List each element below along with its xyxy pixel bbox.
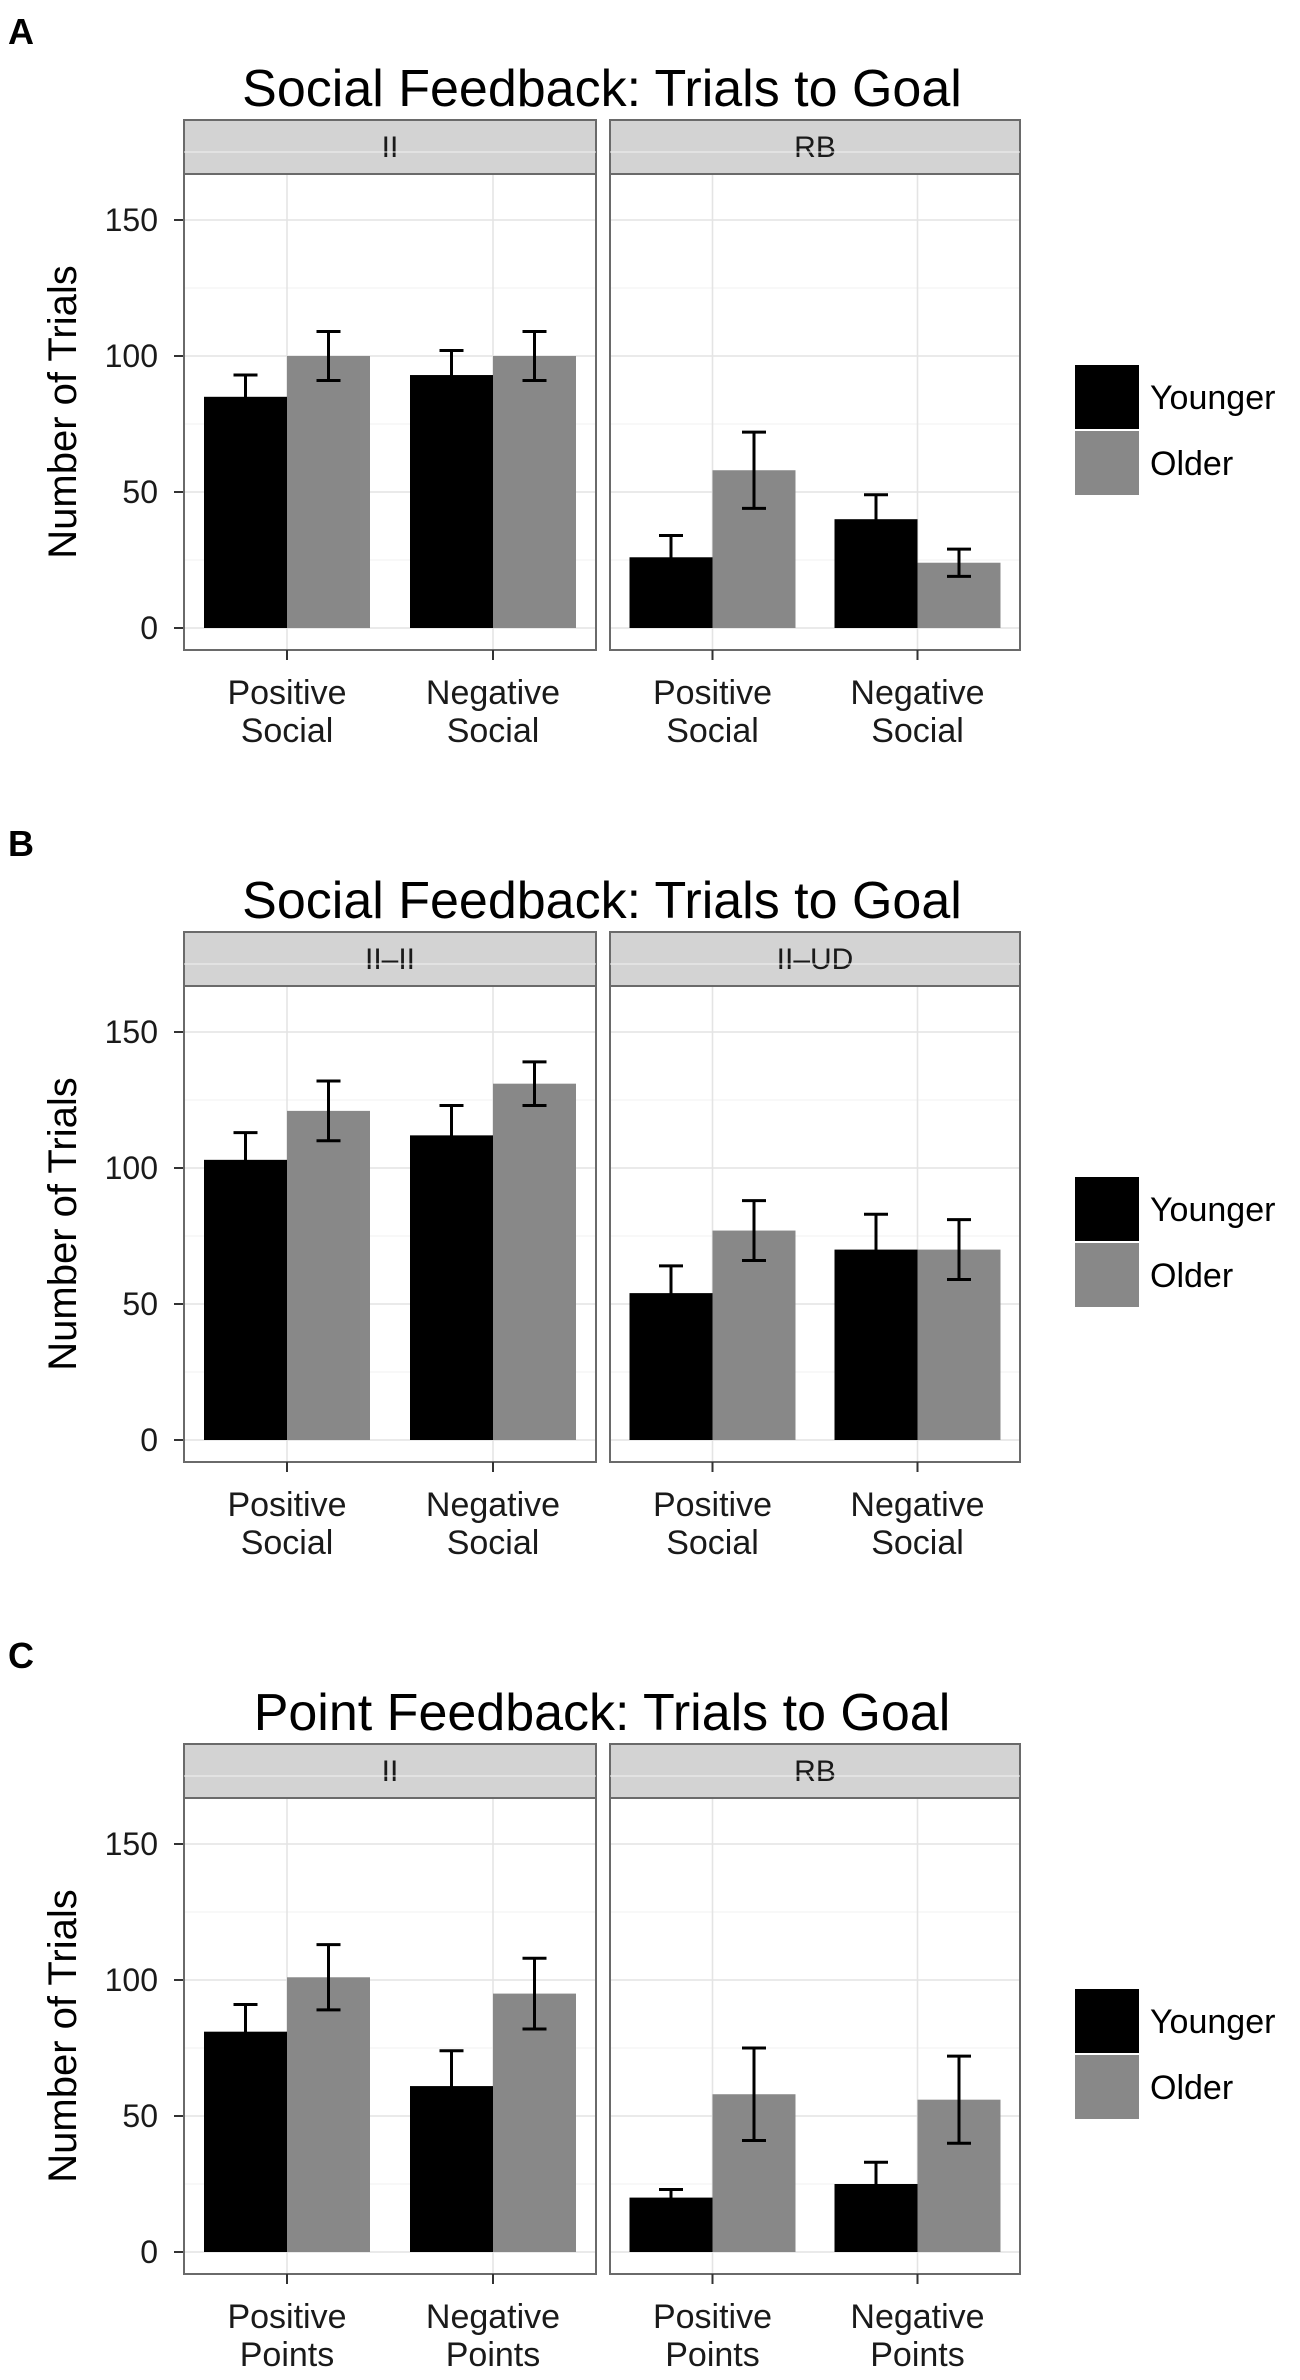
legend-swatch-younger <box>1073 1987 1141 2055</box>
y-tick-label: 50 <box>122 2098 158 2134</box>
x-tick-label: Negative <box>850 1486 984 1524</box>
plot-border <box>609 985 1021 1463</box>
facet-strip-label: II–II <box>365 943 415 976</box>
legend-label-younger: Younger <box>1150 379 1275 417</box>
x-tick-label: Points <box>870 2336 965 2374</box>
bar-older-positive <box>287 1977 370 2252</box>
legend-label-younger: Younger <box>1150 1191 1275 1229</box>
chart-title: Social Feedback: Trials to Goal <box>242 872 962 930</box>
y-tick-label: 100 <box>105 1150 158 1186</box>
panel-letter: B <box>8 823 34 864</box>
legend-swatch-older <box>1073 429 1141 497</box>
x-tick-label: Negative <box>850 674 984 712</box>
x-tick-label: Points <box>240 2336 335 2374</box>
x-tick-label: Points <box>446 2336 541 2374</box>
y-axis-title: Number of Trials <box>41 1889 85 2182</box>
legend-label-older: Older <box>1150 445 1233 483</box>
x-tick-label: Social <box>447 1524 540 1562</box>
x-tick-label: Positive <box>227 2298 346 2336</box>
bar-older-negative <box>917 1249 1001 1440</box>
y-axis-title: Number of Trials <box>41 1077 85 1370</box>
y-tick-label: 0 <box>140 1422 158 1458</box>
x-tick-label: Social <box>241 1524 334 1562</box>
facet-strip <box>183 119 597 175</box>
facet-strip-label: II <box>382 1755 399 1788</box>
y-tick-label: 150 <box>105 202 158 238</box>
legend-label-younger: Younger <box>1150 2003 1275 2041</box>
y-tick-label: 150 <box>105 1014 158 1050</box>
legend-swatch-older <box>1073 1241 1141 1309</box>
facet-strip-label: RB <box>794 1755 836 1788</box>
x-tick-label: Negative <box>850 2298 984 2336</box>
x-tick-label: Social <box>666 1524 759 1562</box>
legend-label-older: Older <box>1150 2069 1233 2107</box>
x-tick-label: Positive <box>227 1486 346 1524</box>
chart-panel-c: C Point Feedback: Trials to Goal Number of… <box>8 1635 1275 2374</box>
bar-younger-negative <box>410 1135 493 1440</box>
plot-border <box>183 985 597 1463</box>
bar-younger-positive <box>204 2031 287 2252</box>
y-tick-label: 100 <box>105 1962 158 1998</box>
facet-strip <box>609 1743 1021 1799</box>
legend: Younger Older <box>1073 1175 1275 1309</box>
y-tick-label: 50 <box>122 474 158 510</box>
x-tick-label: Negative <box>426 2298 560 2336</box>
panel-letter: A <box>8 11 34 52</box>
legend-swatch-older <box>1073 2053 1141 2121</box>
panel-letter: C <box>8 1635 34 1676</box>
legend-label-older: Older <box>1150 1257 1233 1295</box>
bar-older-negative <box>493 1993 576 2252</box>
y-tick-label: 0 <box>140 610 158 646</box>
bar-younger-positive <box>204 396 287 628</box>
chart-panel-b: B Social Feedback: Trials to Goal Number o… <box>8 823 1275 1562</box>
plot-border <box>609 1797 1021 2275</box>
x-tick-label: Social <box>666 712 759 750</box>
bar-older-positive <box>712 1230 796 1440</box>
legend-swatch-younger <box>1073 363 1141 431</box>
plot-border <box>183 1797 597 2275</box>
x-tick-label: Points <box>665 2336 760 2374</box>
facet-strip <box>609 931 1021 987</box>
y-tick-label: 150 <box>105 1826 158 1862</box>
chart-panel-a: A Social Feedback: Trials to Goal Number o… <box>8 11 1275 750</box>
x-tick-label: Positive <box>653 1486 772 1524</box>
x-tick-label: Negative <box>426 674 560 712</box>
facet-strip-label: RB <box>794 131 836 164</box>
bar-older-negative <box>493 1083 576 1440</box>
chart-title: Point Feedback: Trials to Goal <box>254 1684 951 1742</box>
bar-younger-negative <box>410 375 493 628</box>
y-tick-label: 100 <box>105 338 158 374</box>
plot-border <box>183 173 597 651</box>
facet-strip-label: II–UD <box>777 943 854 976</box>
x-tick-label: Social <box>447 712 540 750</box>
bar-younger-positive <box>204 1159 287 1440</box>
legend: Younger Older <box>1073 363 1275 497</box>
legend: Younger Older <box>1073 1987 1275 2121</box>
legend-swatch-younger <box>1073 1175 1141 1243</box>
bar-older-positive <box>287 1110 370 1440</box>
chart-title: Social Feedback: Trials to Goal <box>242 60 962 118</box>
x-tick-label: Negative <box>426 1486 560 1524</box>
y-axis-title: Number of Trials <box>41 265 85 558</box>
plot-border <box>609 173 1021 651</box>
x-tick-label: Positive <box>653 674 772 712</box>
facet-strip <box>183 931 597 987</box>
x-tick-label: Social <box>871 1524 964 1562</box>
bar-older-negative <box>493 356 576 628</box>
y-tick-label: 0 <box>140 2234 158 2270</box>
y-tick-label: 50 <box>122 1286 158 1322</box>
x-tick-label: Social <box>241 712 334 750</box>
x-tick-label: Positive <box>227 674 346 712</box>
x-tick-label: Positive <box>653 2298 772 2336</box>
x-tick-label: Social <box>871 712 964 750</box>
bar-older-positive <box>287 356 370 628</box>
facet-strip-label: II <box>382 131 399 164</box>
